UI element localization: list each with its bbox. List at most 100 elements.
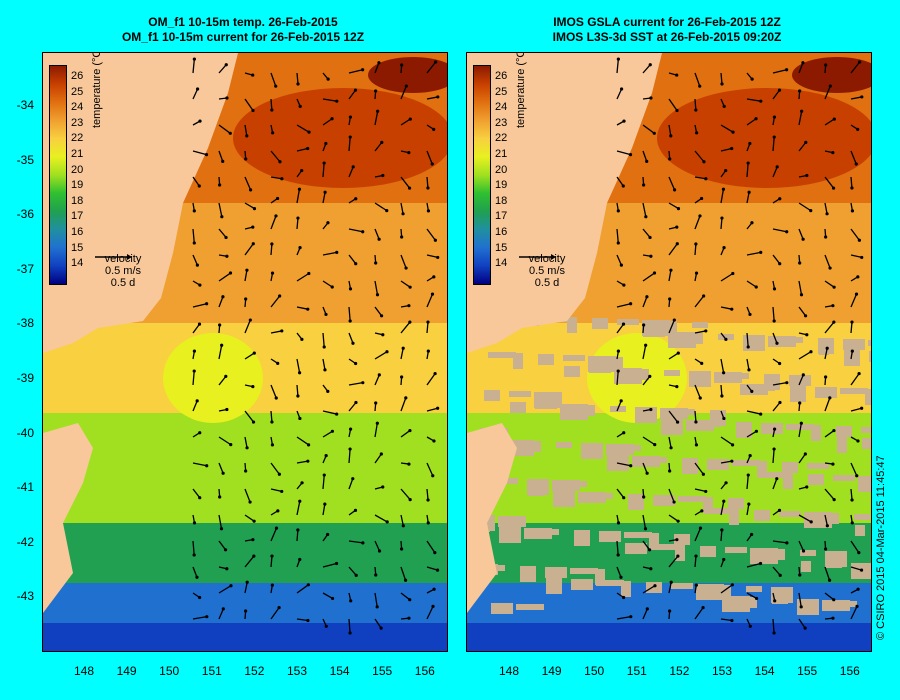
current-arrow: [824, 280, 836, 289]
longitude-tick: 155: [372, 664, 393, 678]
current-arrow: [218, 566, 229, 571]
current-arrow: [616, 119, 626, 126]
current-arrow: [270, 554, 274, 568]
cloud-mask: [704, 508, 732, 514]
current-arrow: [296, 618, 310, 623]
current-arrow: [850, 406, 864, 412]
current-arrow: [668, 176, 677, 192]
current-arrow: [296, 499, 302, 516]
current-arrow: [270, 605, 281, 620]
current-arrow: [772, 332, 779, 345]
current-arrow: [642, 295, 649, 308]
current-arrow: [616, 488, 626, 500]
current-arrow: [244, 318, 252, 334]
current-arrow: [694, 124, 699, 135]
colorbar-tick: 15: [495, 241, 508, 254]
longitude-tick: 154: [329, 664, 350, 678]
current-arrow: [348, 332, 355, 345]
longitude-tick: 149: [541, 664, 562, 678]
current-arrow: [616, 202, 620, 213]
current-arrow: [270, 294, 282, 308]
current-arrow: [824, 488, 836, 502]
cloud-mask: [631, 445, 641, 451]
cloud-mask: [858, 476, 871, 492]
cloud-mask: [739, 373, 749, 379]
current-arrow: [374, 61, 381, 74]
cloud-mask: [747, 597, 757, 608]
current-arrow: [720, 528, 724, 542]
current-arrow: [746, 332, 750, 349]
current-arrow: [746, 306, 752, 317]
current-arrow: [426, 60, 438, 74]
current-arrow: [668, 268, 673, 282]
current-arrow: [374, 485, 385, 490]
model-map-canvas: [43, 53, 447, 651]
current-arrow: [824, 514, 829, 528]
cloud-mask: [646, 582, 662, 593]
cloud-mask: [617, 319, 639, 325]
copyright-text: © CSIRO 2015 04-Mar-2015 11:45:47: [875, 455, 887, 640]
current-arrow: [348, 88, 358, 100]
current-arrow: [772, 165, 779, 178]
current-arrow: [192, 302, 209, 308]
current-arrow: [400, 396, 408, 412]
current-arrow: [668, 580, 673, 594]
current-arrow: [720, 499, 726, 516]
cloud-mask: [714, 372, 742, 383]
current-arrow: [426, 604, 435, 620]
current-arrow: [720, 557, 726, 568]
current-arrow: [668, 462, 672, 473]
current-arrow: [270, 462, 281, 476]
cloud-mask: [549, 529, 559, 535]
current-arrow: [772, 540, 789, 545]
current-arrow: [850, 488, 854, 502]
current-arrow: [400, 428, 412, 438]
current-arrow: [270, 583, 274, 594]
cloud-mask: [746, 586, 762, 592]
current-arrow: [426, 228, 437, 242]
longitude-tick: 154: [754, 664, 775, 678]
current-arrow: [746, 592, 759, 601]
current-arrow: [616, 462, 633, 468]
current-arrow: [616, 349, 620, 360]
current-arrow: [270, 329, 284, 334]
current-arrow: [824, 63, 828, 74]
current-arrow: [694, 294, 706, 308]
cloud-mask: [844, 350, 860, 366]
cloud-mask: [861, 427, 871, 433]
current-arrow: [426, 202, 431, 213]
land-tasmania-islands: [43, 423, 93, 613]
velocity-arrow-icon: [519, 254, 556, 260]
current-arrow: [322, 618, 328, 628]
cloud-mask: [725, 547, 747, 553]
velocity-duration: 0.5 d: [110, 277, 136, 289]
cloud-mask: [592, 318, 608, 329]
longitude-tick: 148: [498, 664, 520, 678]
cloud-mask: [491, 603, 513, 614]
current-arrow: [270, 176, 284, 181]
current-arrow: [244, 268, 249, 282]
current-arrow: [642, 607, 649, 620]
current-arrow: [348, 618, 352, 635]
current-arrow: [616, 280, 626, 287]
current-arrow: [694, 410, 698, 424]
current-arrow: [850, 228, 861, 242]
cloud-mask: [509, 391, 531, 397]
current-arrow: [850, 462, 859, 478]
current-arrow: [668, 554, 680, 568]
current-arrow: [772, 306, 776, 323]
current-arrow: [400, 462, 411, 466]
cloud-mask: [560, 404, 588, 420]
current-arrow: [746, 429, 759, 438]
current-arrow: [270, 98, 274, 112]
cloud-mask: [754, 510, 770, 521]
cloud-mask: [614, 368, 642, 384]
current-arrow: [218, 96, 229, 100]
current-arrow: [218, 374, 228, 386]
current-arrow: [798, 592, 803, 609]
current-arrow: [798, 452, 807, 464]
current-arrow: [720, 459, 734, 464]
cloud-mask: [668, 332, 696, 348]
colorbar-tick: 16: [71, 226, 84, 238]
current-arrow: [616, 399, 623, 412]
